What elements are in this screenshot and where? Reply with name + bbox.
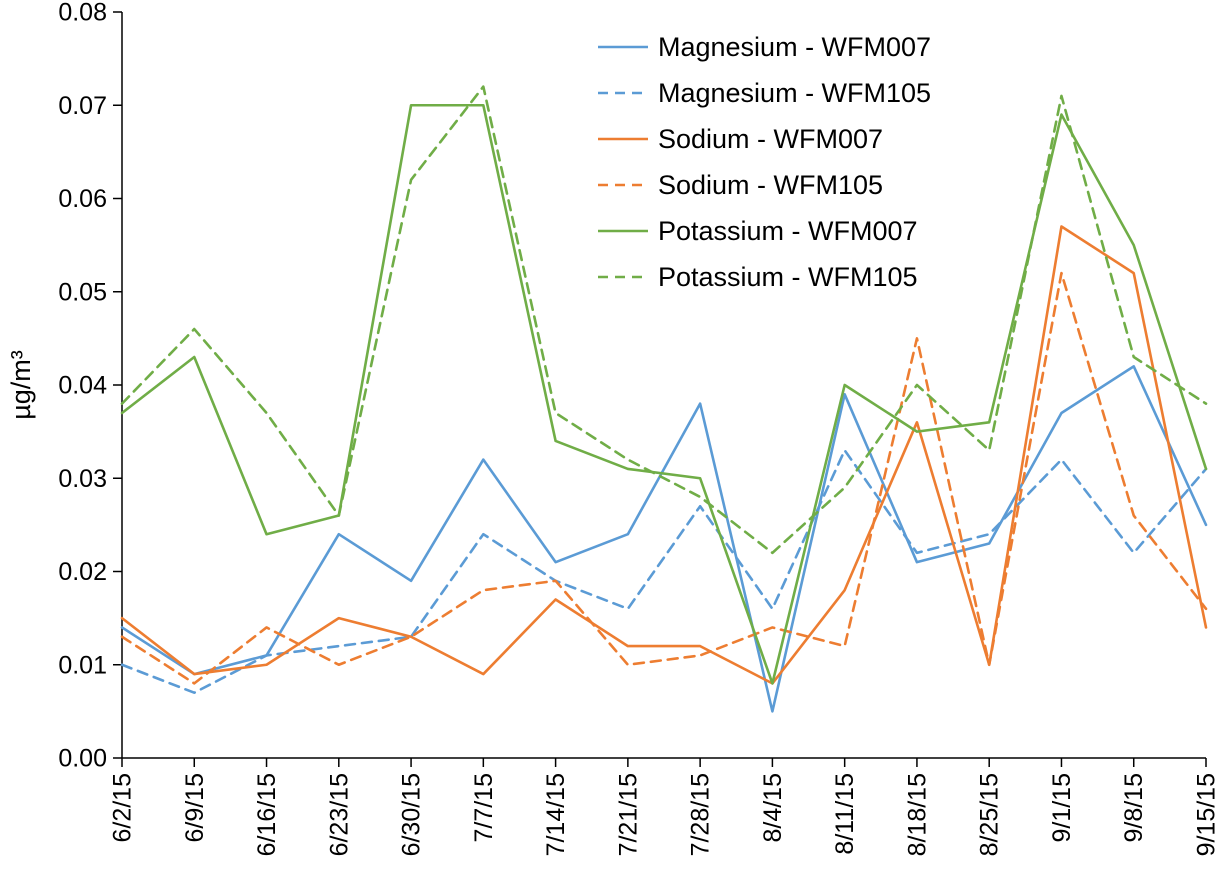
legend-label-potassium-wfm105: Potassium - WFM105: [658, 262, 918, 292]
y-tick-label: 0.03: [58, 465, 107, 493]
x-tick-label: 7/21/15: [614, 773, 642, 856]
legend-item-sodium-wfm105: Sodium - WFM105: [598, 170, 883, 200]
x-tick-label: 8/4/15: [759, 773, 787, 843]
x-tick-label: 6/16/15: [253, 773, 281, 856]
legend-label-sodium-wfm007: Sodium - WFM007: [658, 124, 883, 154]
legend: Magnesium - WFM007 Magnesium - WFM105 Sodi…: [598, 32, 931, 292]
legend-label-potassium-wfm007: Potassium - WFM007: [658, 216, 918, 246]
legend-label-sodium-wfm105: Sodium - WFM105: [658, 170, 883, 200]
x-tick-label: 9/15/15: [1193, 773, 1216, 856]
series-line-potassium-wfm105: [120, 85, 1208, 555]
y-tick-label: 0.04: [58, 372, 107, 400]
x-tick-label: 9/8/15: [1120, 773, 1148, 843]
x-tick-label: 7/28/15: [687, 773, 715, 856]
legend-item-sodium-wfm007: Sodium - WFM007: [598, 124, 883, 154]
y-tick-label: 0.07: [58, 92, 107, 120]
y-tick-label: 0.08: [58, 0, 107, 27]
x-tick-label: 8/11/15: [831, 773, 859, 855]
y-tick-label: 0.00: [58, 745, 107, 773]
x-tick-label: 8/18/15: [903, 773, 931, 856]
plot-area: 0.00 0.01 0.02 0.03 0.04 0.05 0.06 0.07 0.08 6/2/…: [58, 0, 1216, 856]
y-tick-label: 0.02: [58, 558, 107, 586]
x-tick-label: 6/30/15: [398, 773, 426, 856]
y-axis-title: µg/m³: [6, 350, 36, 420]
legend-label-magnesium-wfm105: Magnesium - WFM105: [658, 78, 931, 108]
x-tick-label: 6/2/15: [109, 773, 137, 843]
series-line-potassium-wfm007: [120, 103, 1208, 685]
x-tick-label: 7/7/15: [470, 773, 498, 843]
legend-item-potassium-wfm007: Potassium - WFM007: [598, 216, 918, 246]
x-tick-label: 6/23/15: [325, 773, 353, 856]
legend-label-magnesium-wfm007: Magnesium - WFM007: [658, 32, 931, 62]
y-tick-label: 0.05: [58, 278, 107, 306]
x-tick-label: 8/25/15: [976, 773, 1004, 856]
x-tick-label: 6/9/15: [181, 773, 209, 843]
y-tick-label: 0.06: [58, 185, 107, 213]
legend-item-magnesium-wfm007: Magnesium - WFM007: [598, 32, 931, 62]
series-line-sodium-wfm007: [120, 225, 1208, 685]
x-tick-label: 9/1/15: [1048, 773, 1076, 843]
series-line-magnesium-wfm007: [120, 365, 1208, 713]
series-line-magnesium-wfm105: [120, 448, 1208, 695]
legend-item-magnesium-wfm105: Magnesium - WFM105: [598, 78, 931, 108]
y-tick-label: 0.01: [58, 651, 107, 679]
legend-item-potassium-wfm105: Potassium - WFM105: [598, 262, 918, 292]
x-tick-label: 7/14/15: [542, 773, 570, 856]
